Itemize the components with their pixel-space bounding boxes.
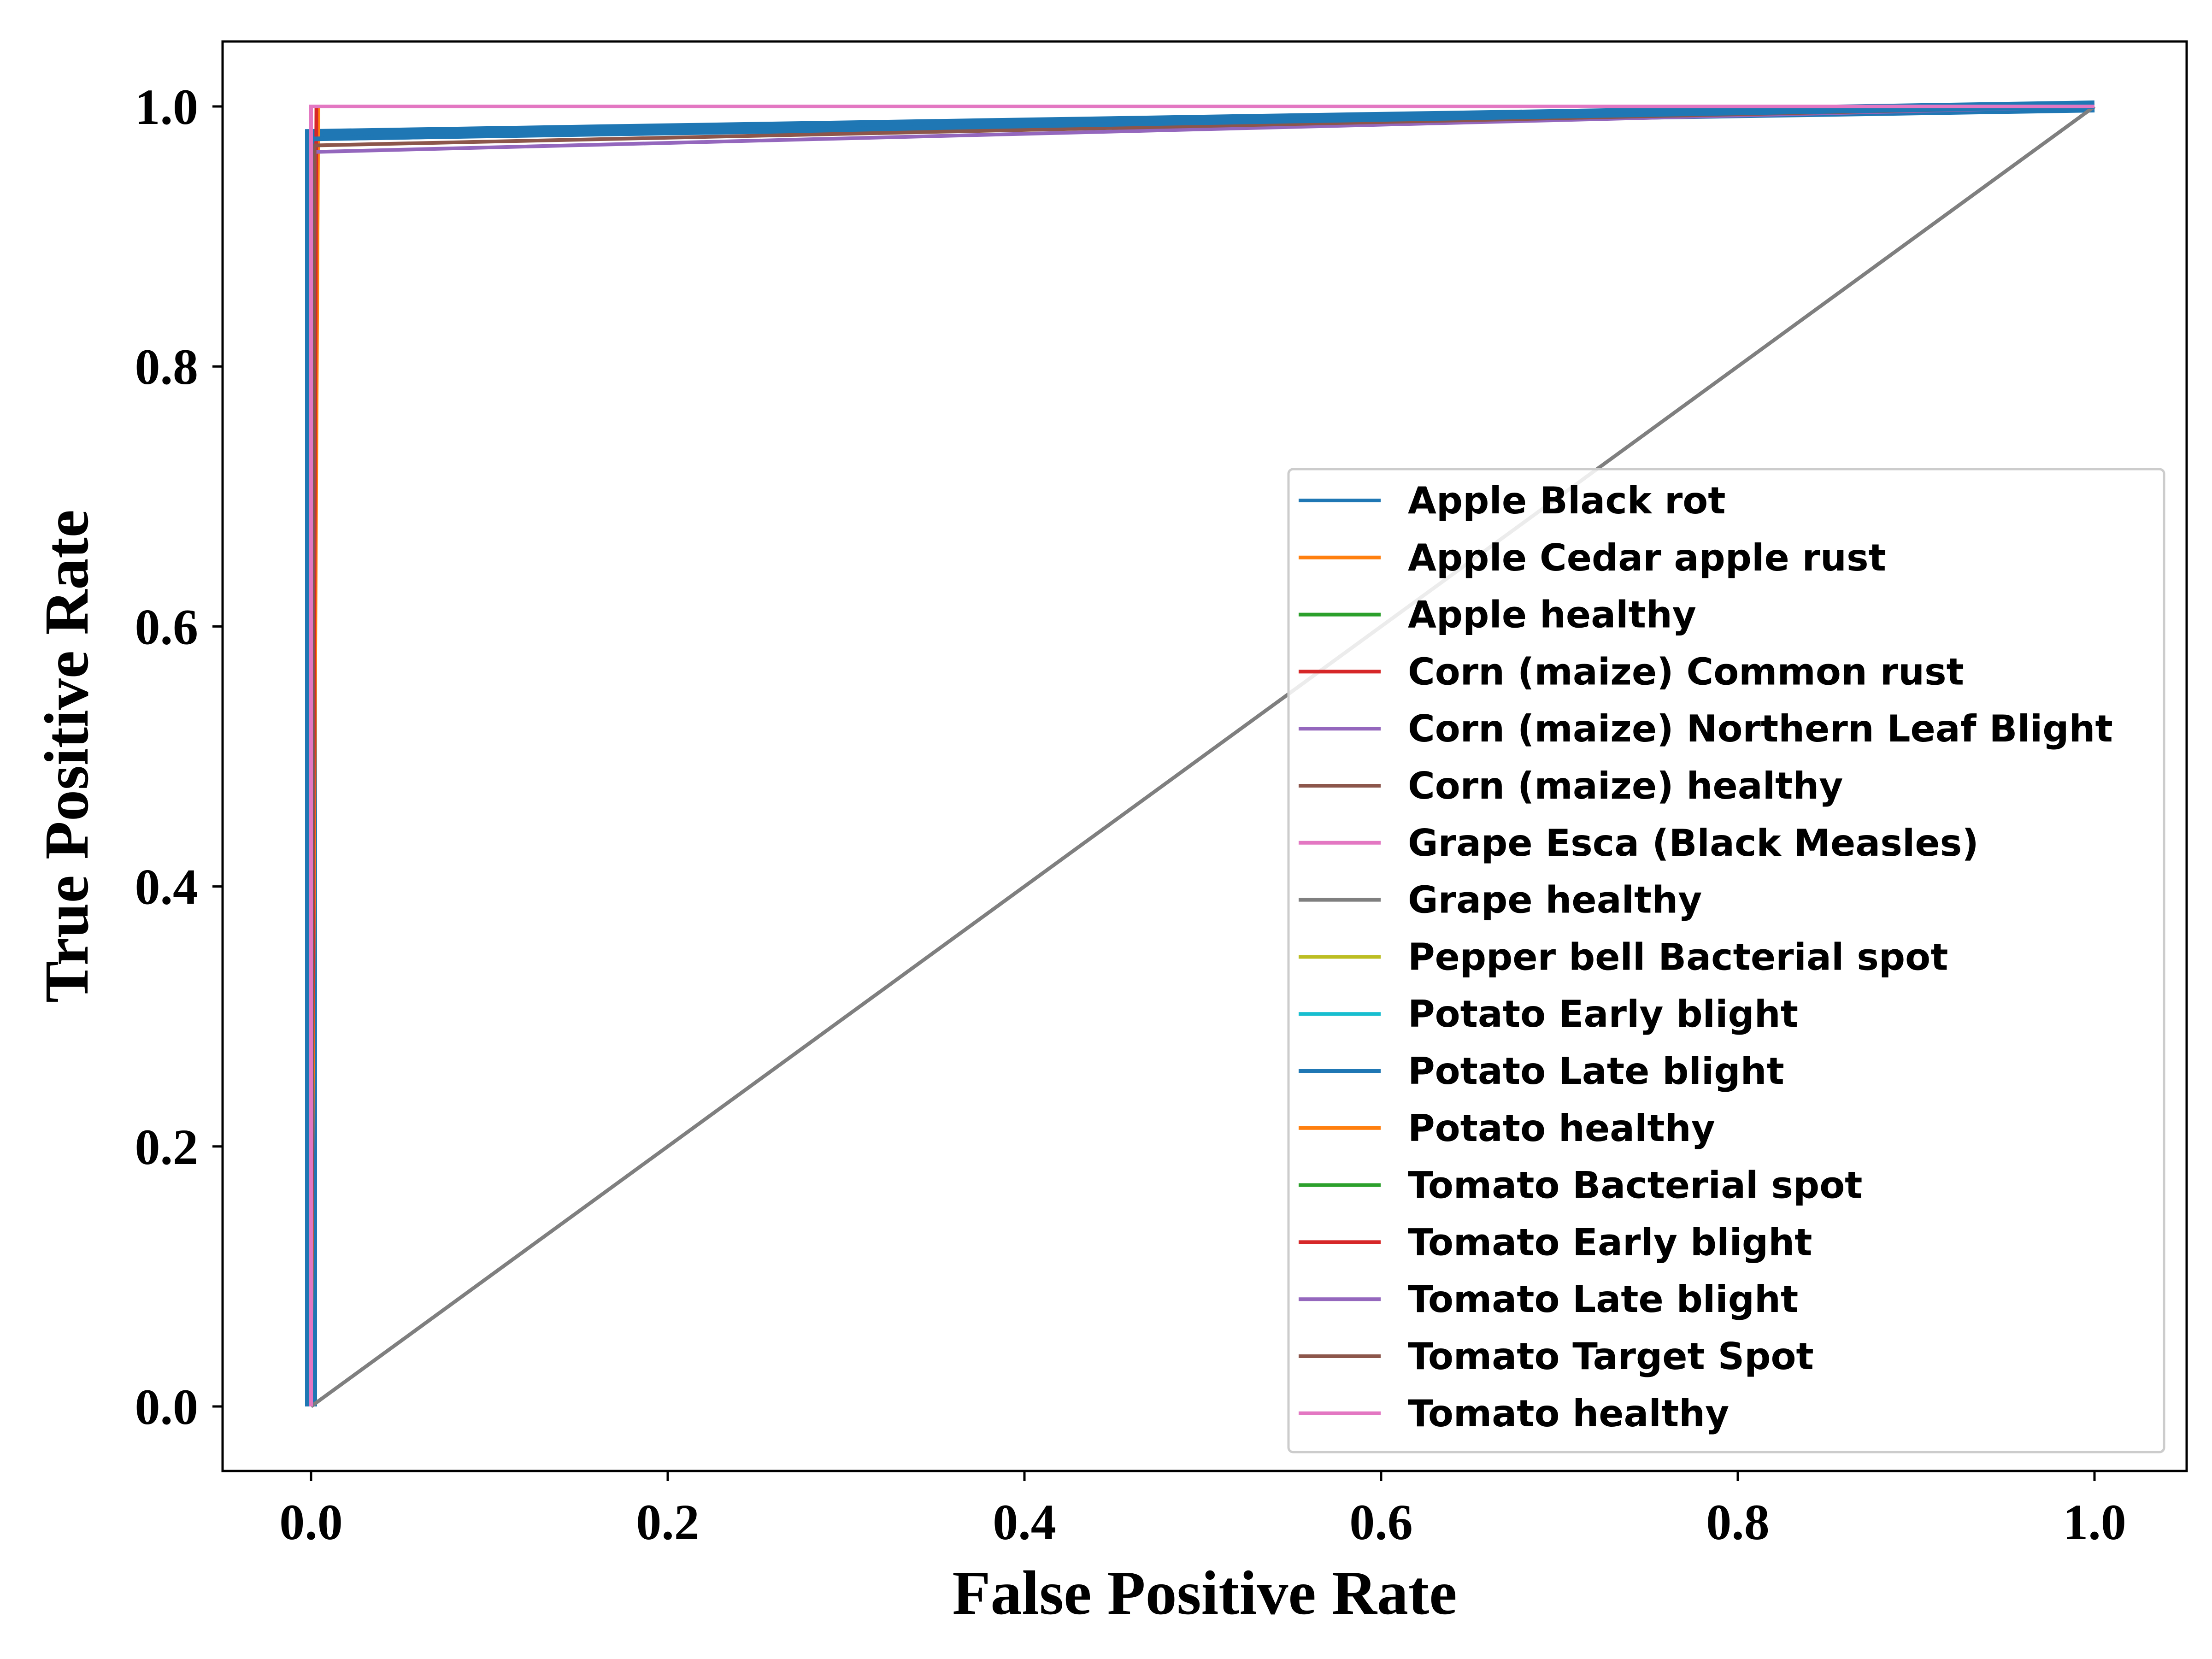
legend-label-8: Grape healthy (1408, 879, 1702, 922)
plot-lines (305, 100, 2096, 1408)
y-tick-label-5: 1.0 (135, 79, 199, 135)
y-tick-label-1: 0.2 (135, 1119, 199, 1175)
legend-label-9: Pepper bell Bacterial spot (1408, 935, 1948, 978)
legend-label-12: Potato healthy (1408, 1107, 1715, 1150)
y-tick-label-4: 0.8 (135, 339, 199, 395)
x-tick-label-0: 0.0 (279, 1494, 343, 1550)
legend-label-14: Tomato Early blight (1408, 1221, 1812, 1264)
legend-label-1: Apple Black rot (1408, 479, 1726, 522)
x-tick-label-4: 0.8 (1706, 1494, 1770, 1550)
legend-label-6: Corn (maize) healthy (1408, 765, 1843, 807)
legend-label-3: Apple healthy (1408, 594, 1696, 636)
series-line-17 (309, 105, 2094, 1406)
y-tick-label-3: 0.6 (135, 599, 199, 655)
x-axis-ticks: 0.0 0.2 0.4 0.6 0.8 1.0 (279, 1471, 2126, 1550)
legend-label-4: Corn (maize) Common rust (1408, 650, 1964, 693)
x-tick-label-1: 0.2 (636, 1494, 700, 1550)
legend-label-16: Tomato Target Spot (1408, 1335, 1814, 1378)
y-tick-label-0: 0.0 (135, 1379, 199, 1435)
legend-label-10: Potato Early blight (1408, 993, 1798, 1035)
legend-label-11: Potato Late blight (1408, 1050, 1784, 1093)
legend-label-2: Apple Cedar apple rust (1408, 536, 1886, 579)
x-axis-label: False Positive Rate (952, 1559, 1457, 1628)
x-tick-label-3: 0.6 (1349, 1494, 1413, 1550)
legend-label-13: Tomato Bacterial spot (1408, 1164, 1862, 1207)
y-axis-label: True Positive Rate (32, 510, 101, 1003)
legend: Apple Black rot Apple Cedar apple rust App… (1287, 468, 2165, 1453)
legend-label-17: Tomato healthy (1408, 1392, 1729, 1435)
legend-label-15: Tomato Late blight (1408, 1278, 1798, 1321)
x-tick-label-5: 1.0 (2063, 1494, 2126, 1550)
series-line-8 (310, 105, 2096, 1408)
legend-box (1287, 468, 2165, 1453)
legend-label-5: Corn (maize) Northern Leaf Blight (1408, 707, 2113, 750)
legend-label-7: Grape Esca (Black Measles) (1408, 822, 1979, 865)
x-tick-label-2: 0.4 (993, 1494, 1056, 1550)
legend-items: Apple Black rot Apple Cedar apple rust App… (1299, 479, 2113, 1435)
plot-frame (221, 40, 2188, 1472)
y-tick-label-2: 0.4 (135, 859, 199, 915)
y-axis-ticks: 0.0 0.2 0.4 0.6 0.8 1.0 (135, 79, 223, 1435)
